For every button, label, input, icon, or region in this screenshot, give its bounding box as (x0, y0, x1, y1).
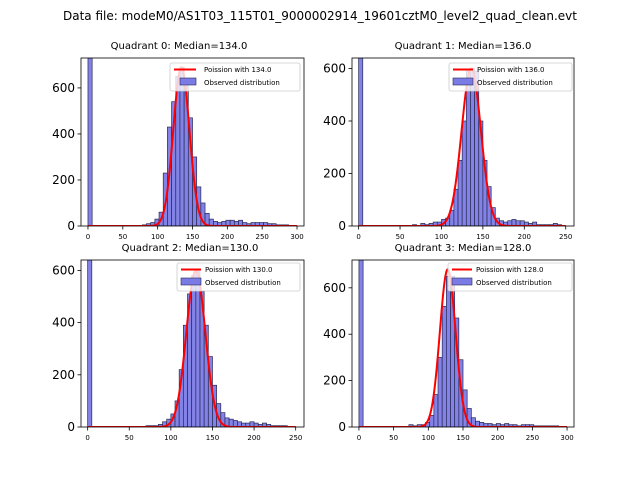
poisson-fit-line (358, 67, 566, 226)
x-tick-label: 250 (289, 434, 302, 442)
legend-fit-label: Poission with 130.0 (205, 266, 273, 274)
histogram-bar (358, 260, 364, 427)
x-tick-label: 150 (456, 434, 469, 442)
histogram-bar (465, 70, 471, 226)
legend-bar-label: Observed distribution (205, 279, 281, 287)
x-tick-label: 50 (125, 434, 134, 442)
x-tick-label: 300 (560, 434, 573, 442)
quadrant-1-legend: Poission with 136.0 Observed distributio… (448, 62, 573, 92)
histogram-bar (191, 275, 197, 427)
histogram-bar (358, 58, 364, 226)
legend-fit-label: Poission with 134.0 (204, 66, 272, 74)
x-tick-label: 150 (186, 233, 199, 241)
x-tick-label: 150 (206, 434, 219, 442)
legend-bar-swatch (180, 277, 202, 286)
y-tick-label: 400 (323, 114, 346, 128)
quadrant-2-title: Quadrant 2: Median=130.0 (122, 243, 259, 254)
plot-area (358, 260, 568, 427)
histogram-bar (441, 306, 447, 427)
x-tick-label: 0 (85, 434, 89, 442)
figure-title: Data file: modeM0/AS1T03_115T01_90000029… (63, 9, 577, 23)
legend-box (447, 262, 573, 292)
legend-bar-label: Observed distribution (204, 79, 280, 87)
quadrant-0-title: Quadrant 0: Median=134.0 (111, 41, 248, 52)
x-tick-label: 0 (357, 434, 361, 442)
x-tick-label: 100 (422, 434, 435, 442)
histogram-bar (87, 260, 93, 427)
quadrant-0-panel: Quadrant 0: Median=134.0 Poission with 1… (52, 41, 305, 241)
y-tick-label: 200 (52, 173, 75, 187)
histogram-bar (87, 58, 93, 226)
histogram-bar (195, 270, 201, 427)
x-tick-label: 200 (518, 233, 531, 241)
legend-fit-label: Poission with 128.0 (476, 266, 544, 274)
histogram-bar (532, 221, 538, 226)
quadrant-1-title: Quadrant 1: Median=136.0 (395, 41, 532, 52)
quadrant-0-legend: Poission with 134.0 Observed distributio… (169, 62, 301, 92)
histogram-bar (470, 68, 475, 226)
x-tick-label: 100 (435, 233, 448, 241)
quadrant-2-legend: Poission with 130.0 Observed distributio… (176, 262, 301, 292)
legend-bar-swatch (452, 77, 474, 86)
x-tick-label: 250 (526, 434, 539, 442)
poisson-fit-line (87, 66, 298, 226)
histogram-bar (433, 394, 439, 427)
x-tick-label: 50 (389, 434, 398, 442)
y-tick-label: 200 (323, 374, 346, 388)
histogram-bar (437, 357, 443, 427)
plot-area (87, 260, 296, 427)
legend-box (176, 262, 301, 292)
quadrant-1-panel: Quadrant 1: Median=136.0 Poission with 1… (323, 41, 575, 241)
legend-bar-label: Observed distribution (476, 279, 552, 287)
histogram-bar (429, 415, 435, 427)
y-tick-label: 400 (323, 327, 346, 341)
plot-area (358, 58, 566, 226)
y-tick-label: 200 (52, 368, 75, 382)
legend-box (169, 62, 301, 92)
y-tick-label: 600 (323, 281, 346, 295)
x-tick-label: 150 (476, 233, 489, 241)
legend-bar-label: Observed distribution (477, 79, 553, 87)
x-tick-label: 200 (247, 434, 260, 442)
quadrant-3-title: Quadrant 3: Median=128.0 (395, 243, 532, 254)
y-tick-label: 200 (323, 167, 346, 181)
y-tick-label: 0 (67, 219, 75, 233)
x-tick-label: 50 (396, 233, 405, 241)
y-tick-label: 400 (52, 316, 75, 330)
y-tick-label: 0 (338, 420, 346, 434)
legend-bar-swatch (451, 277, 473, 286)
histogram-bar (461, 120, 467, 226)
quadrant-3-legend: Poission with 128.0 Observed distributio… (447, 262, 573, 292)
histogram-bar (446, 275, 451, 427)
y-tick-label: 600 (52, 263, 75, 277)
histogram-bar (457, 160, 463, 226)
axes-frame (351, 57, 575, 227)
y-tick-label: 400 (52, 127, 75, 141)
x-tick-label: 100 (164, 434, 177, 442)
quadrant-2-panel: Quadrant 2: Median=130.0 Poission with 1… (52, 243, 305, 442)
x-tick-label: 200 (221, 233, 234, 241)
y-tick-label: 600 (52, 81, 75, 95)
y-tick-label: 600 (323, 62, 346, 76)
x-tick-label: 100 (151, 233, 164, 241)
y-tick-label: 0 (338, 219, 346, 233)
x-tick-label: 0 (86, 233, 90, 241)
legend-bar-swatch (179, 77, 197, 86)
legend-box (448, 62, 573, 92)
x-tick-label: 250 (256, 233, 269, 241)
poisson-fit-line (358, 268, 568, 427)
x-tick-label: 0 (356, 233, 360, 241)
quadrant-3-panel: Quadrant 3: Median=128.0 Poission with 1… (323, 243, 575, 442)
y-tick-label: 0 (67, 420, 75, 434)
x-tick-label: 50 (118, 233, 127, 241)
x-tick-label: 300 (290, 233, 303, 241)
legend-fit-label: Poission with 136.0 (477, 66, 545, 74)
x-tick-label: 200 (491, 434, 504, 442)
axes-frame (80, 259, 305, 428)
x-tick-label: 250 (559, 233, 572, 241)
